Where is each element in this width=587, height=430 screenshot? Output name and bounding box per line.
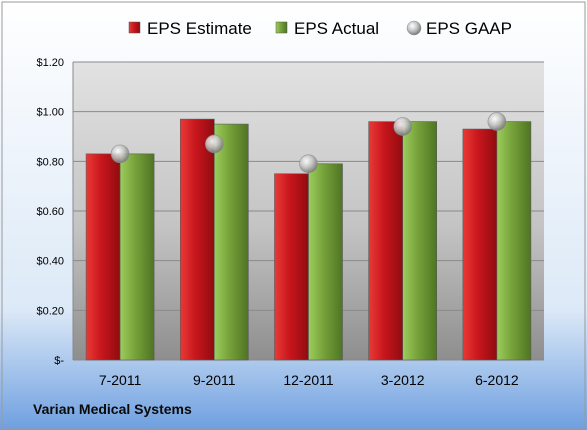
gaap-marker <box>487 112 507 131</box>
x-tick-label: 6-2012 <box>475 372 519 388</box>
gaap-marker <box>299 154 318 174</box>
y-tick-label: $0.20 <box>36 305 64 317</box>
gaap-marker <box>205 134 224 154</box>
y-tick-label: $0.80 <box>36 156 64 168</box>
actual-bar <box>402 121 438 361</box>
x-tick-label: 9-2011 <box>193 372 236 388</box>
estimate-bar <box>85 153 121 361</box>
estimate-bar <box>180 118 215 361</box>
y-tick-label: $0.40 <box>36 256 64 268</box>
legend-swatch <box>128 21 141 34</box>
y-tick-label: $0.60 <box>36 206 64 218</box>
gaap-marker <box>393 117 413 136</box>
legend: EPS Estimate EPS Actual EPS GAAP <box>128 19 512 38</box>
y-tick-label: $1.20 <box>36 57 64 69</box>
y-tick-label: $1.00 <box>36 107 64 119</box>
bars <box>85 118 532 361</box>
estimate-bar <box>462 128 498 361</box>
y-axis-ticks: $- $0.20 $0.40 $0.60 $0.80 $1.00 $1.20 <box>36 57 64 367</box>
legend-swatch <box>275 21 288 34</box>
legend-label: EPS Estimate <box>147 19 252 38</box>
actual-bar <box>308 163 343 361</box>
estimate-bar <box>368 121 404 361</box>
company-name: Varian Medical Systems <box>33 401 192 417</box>
x-tick-label: 7-2011 <box>99 372 142 388</box>
estimate-bar <box>274 173 309 361</box>
y-tick-label: $- <box>54 355 64 367</box>
actual-bar <box>214 123 249 361</box>
legend-label: EPS Actual <box>294 19 379 38</box>
x-tick-label: 3-2012 <box>381 372 425 388</box>
actual-bar <box>119 153 155 361</box>
x-tick-label: 12-2011 <box>283 372 334 388</box>
x-axis-ticks: 7-2011 9-2011 12-2011 3-2012 6-2012 <box>99 372 519 388</box>
legend-label: EPS GAAP <box>426 19 512 38</box>
gaap-marker <box>110 144 130 164</box>
gaap-markers <box>110 112 507 174</box>
legend-swatch <box>406 20 422 36</box>
actual-bar <box>496 121 532 361</box>
